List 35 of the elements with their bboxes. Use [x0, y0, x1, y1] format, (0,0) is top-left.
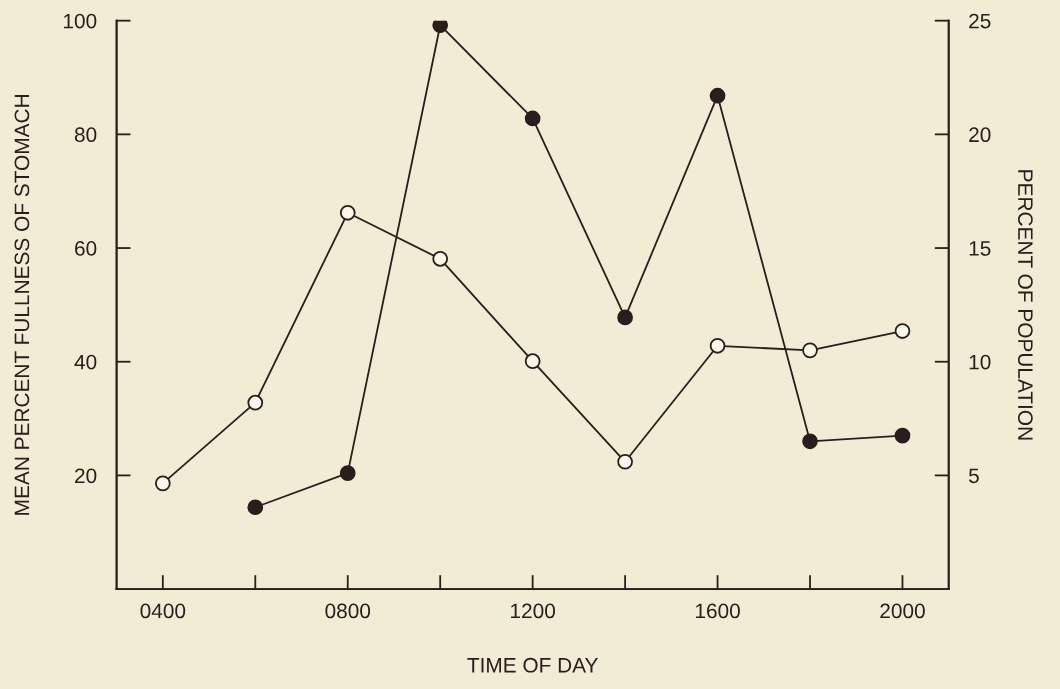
- point: [617, 453, 633, 470]
- x-tick-label: 2000: [880, 603, 925, 619]
- y2-tick-label: 5: [968, 468, 979, 484]
- point: [339, 465, 356, 481]
- y-axis-title: MEAN PERCENT FULLNESS OF STOMACH: [14, 95, 30, 515]
- y2-axis-title: PERCENT OF POPULATION: [1018, 170, 1033, 440]
- x-tick-label: 0400: [140, 603, 186, 619]
- x-tick-label: 1200: [511, 603, 556, 619]
- y-tick-label: 60: [75, 241, 97, 256]
- y-tick-label: 80: [74, 127, 97, 143]
- y-tick-label: 40: [74, 354, 97, 370]
- y2-tick-label: 15: [969, 241, 991, 256]
- point: [894, 427, 911, 444]
- y2-tick-label: 20: [969, 127, 991, 143]
- y-tick-label: 100: [63, 13, 97, 29]
- point: [709, 87, 726, 104]
- y2-tick-label: 10: [969, 354, 991, 370]
- point: [802, 433, 818, 450]
- point: [432, 20, 449, 34]
- point: [894, 323, 911, 339]
- point: [339, 204, 356, 221]
- point: [432, 250, 449, 267]
- y2-tick-label: 25: [969, 13, 991, 29]
- point: [247, 394, 264, 411]
- x-axis-title: TIME OF DAY: [467, 657, 598, 673]
- point: [617, 309, 633, 326]
- point: [247, 499, 264, 516]
- y-tick-label: 20: [75, 468, 97, 484]
- x-tick-label: 0800: [325, 603, 371, 619]
- point: [154, 475, 171, 492]
- point: [709, 337, 726, 354]
- point: [524, 110, 541, 127]
- point: [802, 342, 818, 359]
- point: [524, 353, 541, 370]
- x-tick-label: 1600: [695, 603, 740, 619]
